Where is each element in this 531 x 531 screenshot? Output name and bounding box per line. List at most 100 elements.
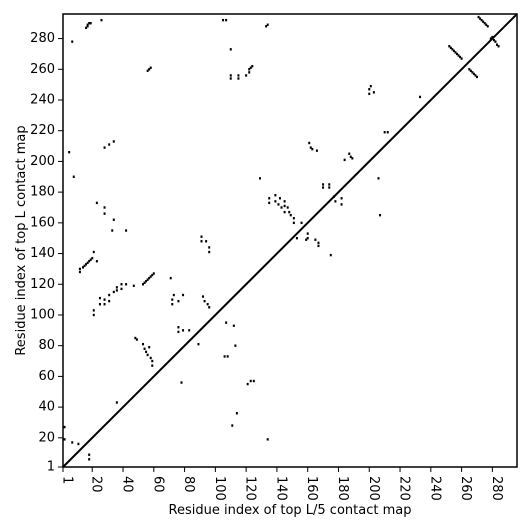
contact-point bbox=[132, 284, 135, 287]
contact-point bbox=[71, 441, 74, 444]
contact-point bbox=[95, 201, 98, 205]
contact-point bbox=[305, 238, 308, 241]
contact-point bbox=[112, 218, 115, 221]
contact-point bbox=[208, 246, 211, 249]
contact-point bbox=[68, 151, 71, 154]
y-tick-label: 80 bbox=[38, 338, 55, 353]
contact-point bbox=[251, 65, 254, 68]
contact-point bbox=[172, 293, 175, 297]
contact-point bbox=[494, 40, 497, 43]
diagonal-line bbox=[62, 13, 518, 468]
contact-point bbox=[82, 266, 85, 269]
contact-point bbox=[112, 290, 115, 294]
contact-point bbox=[89, 22, 92, 25]
contact-point bbox=[328, 183, 331, 186]
contact-point bbox=[252, 379, 255, 383]
contact-point bbox=[343, 158, 346, 162]
contact-point bbox=[146, 69, 149, 73]
contact-point bbox=[171, 303, 174, 306]
contact-point bbox=[108, 299, 111, 303]
contact-point bbox=[449, 46, 452, 49]
contact-point bbox=[471, 71, 474, 74]
contact-point bbox=[268, 197, 271, 200]
contact-point bbox=[103, 212, 106, 215]
y-tick-label: 1 bbox=[47, 460, 55, 475]
contact-point bbox=[125, 283, 128, 286]
contact-point bbox=[383, 131, 386, 134]
x-tick-label: 20 bbox=[89, 476, 104, 493]
contact-point bbox=[88, 458, 91, 461]
contact-point bbox=[292, 217, 295, 220]
contact-point bbox=[454, 51, 457, 54]
contact-point bbox=[171, 298, 174, 301]
contact-point bbox=[225, 321, 228, 324]
contact-point bbox=[78, 267, 81, 271]
contact-point bbox=[120, 283, 123, 286]
y-tick-label: 200 bbox=[30, 154, 55, 169]
contact-point bbox=[309, 146, 312, 149]
contact-point bbox=[460, 57, 463, 60]
contact-point bbox=[148, 276, 151, 280]
contact-point bbox=[249, 66, 252, 69]
contact-point bbox=[115, 286, 118, 289]
contact-point bbox=[223, 355, 226, 358]
contact-point bbox=[92, 309, 95, 312]
contact-point bbox=[288, 210, 291, 214]
contact-point bbox=[472, 72, 475, 76]
contact-point bbox=[372, 91, 375, 94]
x-tick-label: 260 bbox=[458, 476, 473, 501]
contact-point bbox=[232, 324, 235, 327]
contact-point bbox=[88, 22, 91, 25]
contact-point bbox=[111, 229, 114, 232]
contact-point bbox=[200, 240, 203, 243]
contact-point bbox=[369, 84, 372, 88]
contact-point bbox=[145, 350, 148, 354]
contact-point bbox=[188, 329, 191, 332]
contact-point bbox=[143, 347, 146, 350]
contact-point bbox=[483, 22, 486, 25]
contact-point bbox=[208, 306, 211, 309]
contact-point bbox=[295, 236, 298, 240]
plot-frame bbox=[62, 13, 518, 468]
contact-point bbox=[98, 296, 101, 300]
contact-point bbox=[495, 43, 498, 46]
contact-point bbox=[280, 206, 283, 209]
contact-point bbox=[225, 18, 228, 22]
contact-point bbox=[459, 55, 462, 59]
contact-point bbox=[86, 25, 89, 28]
contact-point bbox=[103, 303, 106, 306]
contact-point bbox=[229, 48, 232, 51]
contact-point bbox=[149, 275, 152, 278]
y-tick-label: 220 bbox=[30, 123, 55, 138]
contact-point bbox=[266, 23, 269, 26]
contact-point bbox=[108, 143, 111, 146]
contact-point bbox=[292, 221, 295, 225]
contact-point bbox=[475, 75, 478, 79]
contact-point bbox=[71, 40, 74, 43]
contact-point bbox=[265, 25, 268, 28]
contact-point bbox=[200, 235, 203, 238]
contact-point bbox=[86, 261, 89, 264]
contact-point bbox=[274, 194, 277, 197]
y-tick-label: 240 bbox=[30, 92, 55, 107]
contact-point bbox=[480, 18, 483, 22]
x-tick-label: 1 bbox=[60, 476, 75, 484]
y-tick-label: 280 bbox=[30, 31, 55, 46]
contact-point bbox=[205, 240, 208, 243]
contact-point bbox=[63, 425, 66, 429]
contact-point bbox=[142, 342, 145, 346]
contact-point bbox=[485, 23, 488, 26]
contact-point bbox=[222, 18, 225, 22]
contact-point bbox=[340, 197, 343, 200]
contact-point bbox=[274, 200, 277, 203]
contact-point bbox=[249, 379, 252, 383]
y-tick-label: 120 bbox=[30, 277, 55, 292]
contact-point bbox=[92, 313, 95, 317]
contact-point bbox=[149, 356, 152, 360]
contact-point bbox=[115, 401, 118, 404]
y-tick-label: 180 bbox=[30, 185, 55, 200]
contact-point bbox=[268, 201, 271, 205]
y-tick-label: 60 bbox=[38, 369, 55, 384]
contact-point bbox=[258, 177, 261, 180]
